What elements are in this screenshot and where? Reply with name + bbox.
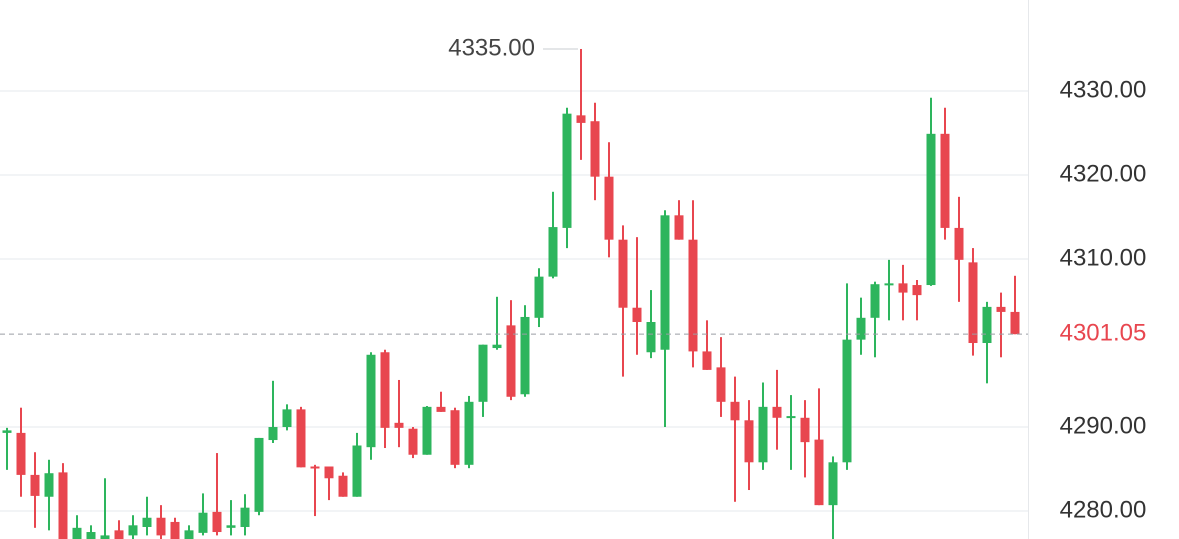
y-tick-label: 4330.00	[1060, 76, 1147, 103]
candle-body	[58, 472, 68, 539]
candle-body	[926, 133, 936, 286]
y-tick-label: 4290.00	[1060, 412, 1147, 439]
candle-body	[422, 406, 432, 455]
candle-body	[534, 276, 544, 318]
candle-body	[1010, 311, 1020, 335]
candle-body	[2, 430, 12, 433]
candle-body	[884, 283, 894, 286]
candle-body	[254, 437, 264, 512]
candle-body	[898, 283, 908, 293]
candle-body	[268, 427, 278, 441]
candle-body	[240, 507, 250, 527]
candle-body	[758, 406, 768, 463]
last-price-label: 4301.05	[1060, 320, 1147, 347]
candle-body	[86, 532, 96, 539]
candle-body	[114, 530, 124, 539]
candle-body	[296, 409, 306, 468]
candle-body	[16, 432, 26, 475]
candle-body	[730, 401, 740, 421]
candle-body	[30, 474, 40, 496]
candle-body	[380, 352, 390, 428]
candle-body	[842, 339, 852, 463]
candle-body	[436, 406, 446, 412]
candle-body	[142, 517, 152, 527]
candle-body	[576, 115, 586, 123]
candle-body	[618, 239, 628, 308]
candle-body	[156, 517, 166, 536]
candle-body	[870, 284, 880, 318]
candle-body	[982, 306, 992, 344]
candle-body	[716, 367, 726, 402]
candle-body	[954, 227, 964, 260]
candle-body	[968, 262, 978, 344]
candle-body	[744, 420, 754, 463]
candle-body	[856, 317, 866, 340]
candle-body	[646, 322, 656, 353]
candle-body	[632, 307, 642, 323]
candle-body	[478, 344, 488, 402]
y-tick-label: 4320.00	[1060, 160, 1147, 187]
candle-body	[786, 416, 796, 419]
candle-body	[198, 512, 208, 533]
candle-body	[674, 215, 684, 240]
candle-body	[226, 525, 236, 528]
candle-body	[800, 417, 810, 443]
grid	[0, 90, 1028, 512]
candle-body	[590, 121, 600, 177]
candle-body	[604, 176, 614, 240]
candle-body	[184, 530, 194, 539]
candle-body	[548, 227, 558, 277]
overlay: 4280.00 4290.00 4310.00 4320.00 4330.00 4335.…	[0, 34, 1146, 523]
candle-body	[688, 239, 698, 352]
candle-body	[828, 462, 838, 506]
candle-body	[324, 466, 334, 479]
candle-body	[282, 409, 292, 428]
candle-body	[940, 133, 950, 228]
max-marker-label: 4335.00	[448, 34, 535, 61]
candle-body	[44, 473, 54, 497]
candle-body	[128, 525, 138, 536]
candle-body	[100, 535, 110, 539]
candle-body	[352, 445, 362, 497]
candle-body	[338, 475, 348, 497]
candle-body	[492, 344, 502, 349]
candle-body	[170, 521, 180, 539]
candle-body	[212, 511, 222, 533]
candle-body	[814, 439, 824, 506]
candle-body	[366, 354, 376, 448]
y-tick-label: 4310.00	[1060, 244, 1147, 271]
candle-body	[506, 325, 516, 397]
candle-body	[450, 410, 460, 465]
candle-body	[394, 422, 404, 428]
candle-body	[772, 406, 782, 418]
candle-body	[408, 428, 418, 455]
candle-body	[520, 316, 530, 395]
candles	[2, 48, 1020, 539]
candle-body	[310, 466, 320, 469]
candle-body	[660, 215, 670, 350]
candle-body	[912, 285, 922, 296]
candle-body	[996, 306, 1006, 312]
candle-body	[702, 351, 712, 370]
y-tick-label: 4280.00	[1060, 496, 1147, 523]
candle-body	[562, 113, 572, 228]
candle-body	[72, 527, 82, 539]
candle-body	[464, 401, 474, 465]
